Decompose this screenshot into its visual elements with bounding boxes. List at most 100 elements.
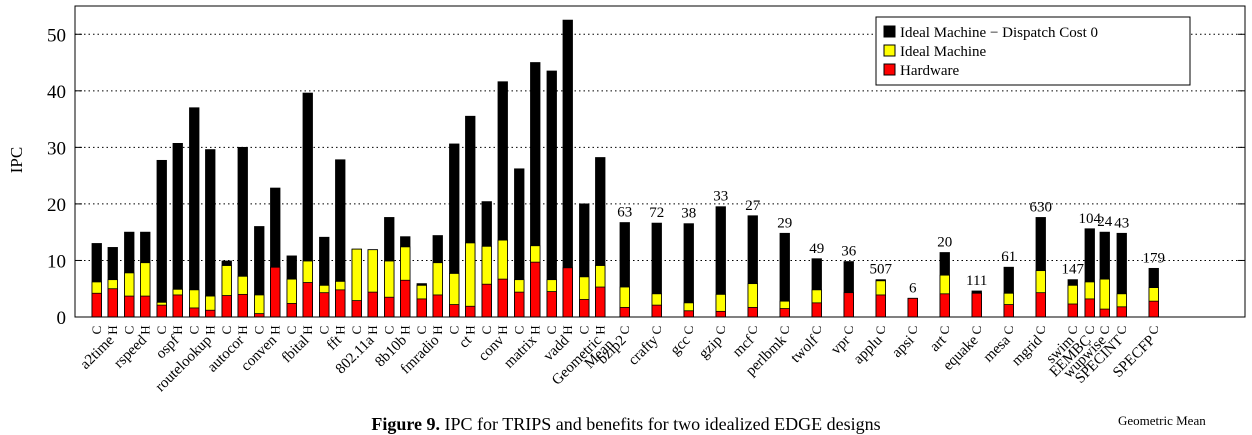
bar-config-label-specfp-c: C (1146, 326, 1161, 335)
bar-eembc-c-s2 (1084, 298, 1095, 318)
bar-config-label-applu-c: C (873, 326, 888, 335)
category-label-gzip: gzip (696, 333, 726, 363)
bar-conv-c-s2 (481, 283, 492, 318)
bar-config-label-twolf-c: C (809, 326, 824, 335)
bar-matrix-h-s2 (530, 261, 541, 318)
bar-ct-c-s2 (449, 304, 460, 318)
category-label-a2time: a2time (77, 332, 117, 372)
bar-config-label-apsi-c: C (905, 326, 920, 335)
bar-perlbmk-c-s2 (779, 308, 790, 318)
bar-vadd-c-s2 (546, 291, 557, 318)
y-tick-label-0: 0 (57, 308, 67, 329)
bar-a2time-h-s2 (107, 288, 118, 318)
bar-config-label-conv-c: C (479, 326, 494, 335)
legend: Ideal Machine − Dispatch Cost 0 Ideal Ma… (875, 16, 1191, 86)
category-label-autocor: autocor (204, 333, 247, 376)
bar-config-label-vadd-c: C (544, 326, 559, 335)
bar-config-label-swim-c: C (1065, 326, 1080, 335)
bar-config-label-gzip-c: C (713, 326, 728, 335)
bar-annotation-mgrid: 630 (1030, 199, 1053, 215)
figure-caption: Figure 9. IPC for TRIPS and benefits for… (0, 414, 1252, 435)
bar-config-label-802-11a-h: H (365, 325, 380, 334)
bar-config-label-geometric-mean-h: H (592, 325, 607, 334)
bar-802-11a-c-s2 (351, 300, 362, 318)
bar-twolf-c-s2 (811, 302, 822, 318)
bar-config-label-fft-h: H (332, 325, 347, 334)
bars-layer (91, 19, 1159, 318)
bar-fmradio-h-s2 (432, 294, 443, 318)
bar-mesa-c-s2 (1003, 304, 1014, 318)
category-label-matrix: matrix (501, 332, 540, 371)
bar-config-label-fbital-h: H (300, 325, 315, 334)
y-tick-label-30: 30 (47, 138, 66, 159)
bar-config-label-autocor-h: H (235, 325, 250, 334)
y-axis: IPC 0 10 20 30 40 50 (7, 25, 1245, 329)
y-tick-label-40: 40 (47, 82, 66, 103)
bar-8b10b-h-s2 (400, 279, 411, 318)
bar-config-label-mcf-c: C (745, 326, 760, 335)
legend-swatch-ideal (883, 44, 896, 57)
bar-gzip-c-s2 (715, 310, 726, 318)
bar-config-label-eembc-c: C (1082, 326, 1097, 335)
bar-ospf-c-s2 (156, 304, 167, 318)
bar-swim-c-s2 (1067, 303, 1078, 318)
bar-config-label-a2time-h: H (105, 325, 120, 334)
category-label-mesa: mesa (980, 332, 1013, 365)
bar-config-label-rspeed-h: H (137, 325, 152, 334)
bar-config-label-conven-h: H (267, 325, 282, 334)
category-label-gcc: gcc (668, 332, 694, 358)
bar-8b10b-c-s2 (384, 296, 395, 318)
bar-annotation-equake: 111 (966, 273, 987, 289)
bar-config-label-equake-c: C (969, 326, 984, 335)
bar-config-label-vadd-h: H (560, 325, 575, 334)
caption-label: Figure 9. (371, 414, 441, 434)
bar-annotation-perlbmk: 29 (777, 215, 792, 231)
y-axis-label: IPC (7, 147, 26, 173)
bar-config-label-perlbmk-c: C (777, 326, 792, 335)
bar-config-label-art-c: C (937, 326, 952, 335)
category-label-crafty: crafty (626, 332, 662, 368)
bar-802-11a-h-s2 (367, 291, 378, 318)
group-label-geometric-mean: Geometric Mean (1118, 413, 1206, 428)
bar-annotation-gcc: 38 (681, 206, 696, 222)
bar-annotation-mcf: 27 (745, 198, 761, 214)
bar-rspeed-h-s2 (140, 295, 151, 318)
bar-config-label-specint-c: C (1114, 326, 1129, 335)
bar-annotation-eembc: 104 (1079, 211, 1102, 227)
bar-annotation-swim: 147 (1062, 262, 1085, 278)
bar-config-label-ospf-h: H (170, 325, 185, 334)
bar-apsi-c-s2 (907, 297, 918, 318)
bar-config-label-ct-c: C (446, 326, 461, 335)
bar-vpr-c-s2 (843, 292, 854, 318)
bar-config-label-fmradio-h: H (430, 325, 445, 334)
bar-config-label-matrix-c: C (511, 326, 526, 335)
y-tick-label-10: 10 (47, 251, 66, 272)
bar-config-label-a2time-c: C (89, 326, 104, 335)
bar-vadd-h-s2 (562, 267, 573, 318)
bar-config-label-vpr-c: C (841, 326, 856, 335)
bar-config-label-autocor-c: C (219, 326, 234, 335)
bar-art-c-s2 (939, 293, 950, 318)
bar-a2time-c-s2 (91, 292, 102, 318)
category-label-bzip2: bzip2 (595, 333, 630, 368)
bar-fft-h-s2 (335, 289, 346, 318)
bar-config-label-routelookup-h: H (202, 325, 217, 334)
bar-routelookup-h-s0 (205, 149, 216, 318)
bar-annotation-crafty: 72 (649, 205, 664, 221)
legend-swatch-hardware (883, 63, 896, 76)
bar-config-label-fbital-c: C (284, 326, 299, 335)
bar-annotation-applu: 507 (870, 262, 893, 278)
bar-routelookup-h-s2 (205, 309, 216, 318)
bar-annotation-vpr: 36 (841, 244, 857, 260)
bar-matrix-c-s2 (514, 291, 525, 318)
bar-config-label-fft-c: C (316, 326, 331, 335)
bar-config-label-ct-h: H (462, 325, 477, 334)
legend-label-hardware: Hardware (900, 63, 959, 79)
bar-geometric-mean-h-s2 (595, 286, 606, 318)
bar-annotation-twolf: 49 (809, 241, 824, 257)
bar-config-label-mgrid-c: C (1033, 326, 1048, 335)
bar-autocor-c-s2 (221, 295, 232, 318)
